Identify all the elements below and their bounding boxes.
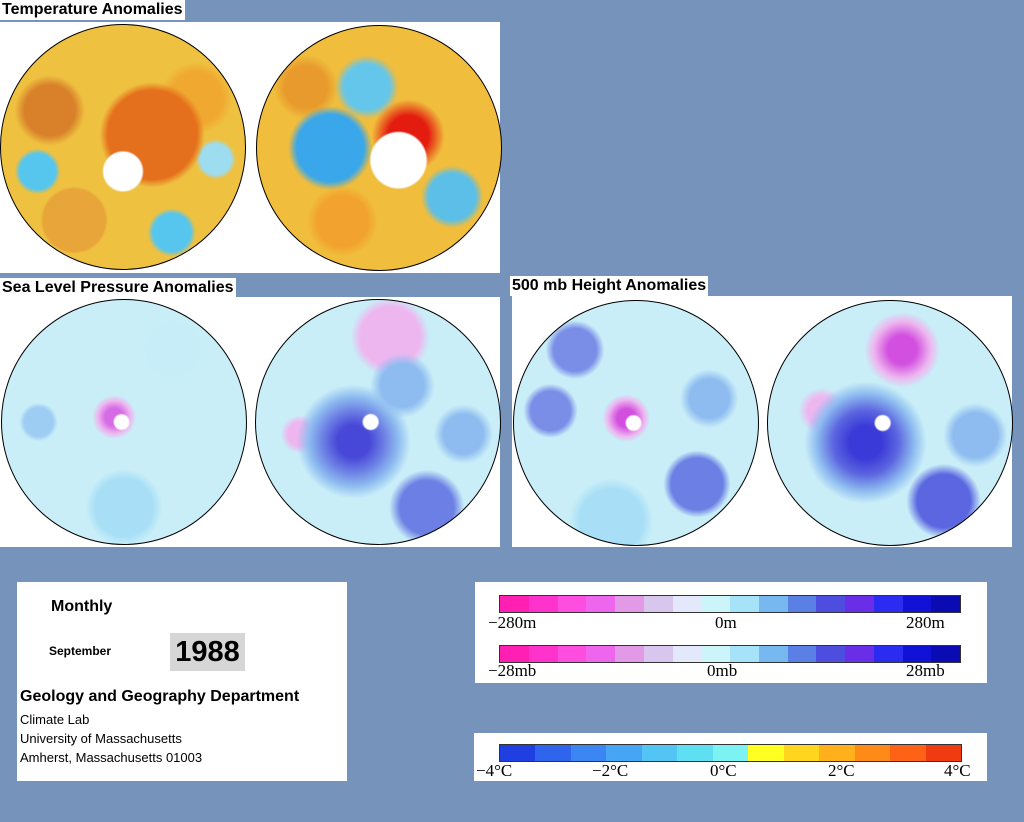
height-swatch [528, 596, 558, 612]
slp-swatch [816, 646, 845, 662]
height-swatch [902, 596, 932, 612]
temperature-south-globe [256, 25, 502, 271]
temperature-swatch [570, 745, 607, 761]
height-swatch [873, 596, 903, 612]
temperature-swatch [748, 745, 784, 761]
height-swatch [615, 596, 644, 612]
department-name: Geology and Geography Department [20, 688, 300, 705]
temperature-colorbar [499, 744, 962, 762]
slp-swatch [873, 646, 903, 662]
height500-south-globe [767, 300, 1013, 546]
slp-label-max: 28mb [906, 661, 945, 680]
height500-panel [512, 296, 1013, 547]
slp-swatch [758, 646, 788, 662]
height500-anomalies-title: 500 mb Height Anomalies [510, 276, 709, 296]
temperature-swatch [606, 745, 642, 761]
temperature-north-globe [0, 24, 246, 270]
slp-panel [0, 297, 501, 547]
slp-swatch [845, 646, 874, 662]
temperature-swatch [712, 745, 749, 761]
height500-north-globe [513, 300, 759, 546]
temperature-swatch [925, 745, 962, 761]
university-name: University of Massachusetts [20, 731, 182, 746]
slp-label-min: −28mb [488, 661, 537, 680]
slp-swatch [500, 646, 529, 662]
height-label-zero: 0m [715, 613, 737, 632]
temperature-swatch [641, 745, 678, 761]
slp-swatch [730, 646, 759, 662]
height-swatch [845, 596, 874, 612]
height-label-max: 280m [906, 613, 945, 632]
slp-colorbar [499, 645, 961, 663]
height-swatch [730, 596, 759, 612]
height-colorbar [499, 595, 961, 613]
temperature-swatch [854, 745, 891, 761]
temperature-swatch [783, 745, 820, 761]
slp-swatch [586, 646, 615, 662]
slp-swatch [902, 646, 932, 662]
slp-label-zero: 0mb [707, 661, 738, 680]
height-swatch [816, 596, 845, 612]
height-swatch [557, 596, 587, 612]
slp-swatch [701, 646, 730, 662]
slp-swatch [643, 646, 673, 662]
address: Amherst, Massachusetts 01003 [20, 750, 203, 765]
height-swatch [931, 596, 960, 612]
slp-north-globe [1, 299, 247, 545]
temperature-swatch [819, 745, 855, 761]
temperature-panel [0, 22, 502, 273]
temp-label-minus2: −2°C [592, 761, 629, 780]
temperature-legend-box: −4°C −2°C 0°C 2°C 4°C [474, 733, 987, 781]
temperature-swatch [890, 745, 926, 761]
slp-swatch [557, 646, 587, 662]
temp-label-plus2: 2°C [828, 761, 855, 780]
slp-anomalies-title: Sea Level Pressure Anomalies [0, 278, 236, 298]
height-swatch [787, 596, 817, 612]
slp-swatch [787, 646, 817, 662]
year-display: 1988 [170, 633, 245, 671]
height-swatch [643, 596, 673, 612]
height-swatch [758, 596, 788, 612]
height-swatch [586, 596, 615, 612]
month-label: September [49, 644, 112, 658]
info-box: Monthly September 1988 Geology and Geogr… [17, 582, 347, 781]
height-swatch [500, 596, 529, 612]
slp-swatch [672, 646, 702, 662]
slp-swatch [615, 646, 644, 662]
temperature-anomalies-title: Temperature Anomalies [0, 0, 185, 20]
height-label-min: −280m [488, 613, 537, 632]
slp-swatch [528, 646, 558, 662]
height-swatch [701, 596, 730, 612]
temp-label-zero: 0°C [710, 761, 737, 780]
temp-label-minus4: −4°C [476, 761, 513, 780]
lab-name: Climate Lab [20, 712, 90, 727]
slp-swatch [931, 646, 960, 662]
pressure-legend-box: −280m 0m 280m −28mb 0mb 28mb [475, 582, 987, 683]
temperature-swatch [677, 745, 713, 761]
slp-south-globe [255, 299, 501, 545]
temp-label-plus4: 4°C [944, 761, 971, 780]
period-label: Monthly [51, 598, 113, 615]
temperature-swatch [500, 745, 536, 761]
temperature-swatch [535, 745, 571, 761]
height-swatch [672, 596, 702, 612]
